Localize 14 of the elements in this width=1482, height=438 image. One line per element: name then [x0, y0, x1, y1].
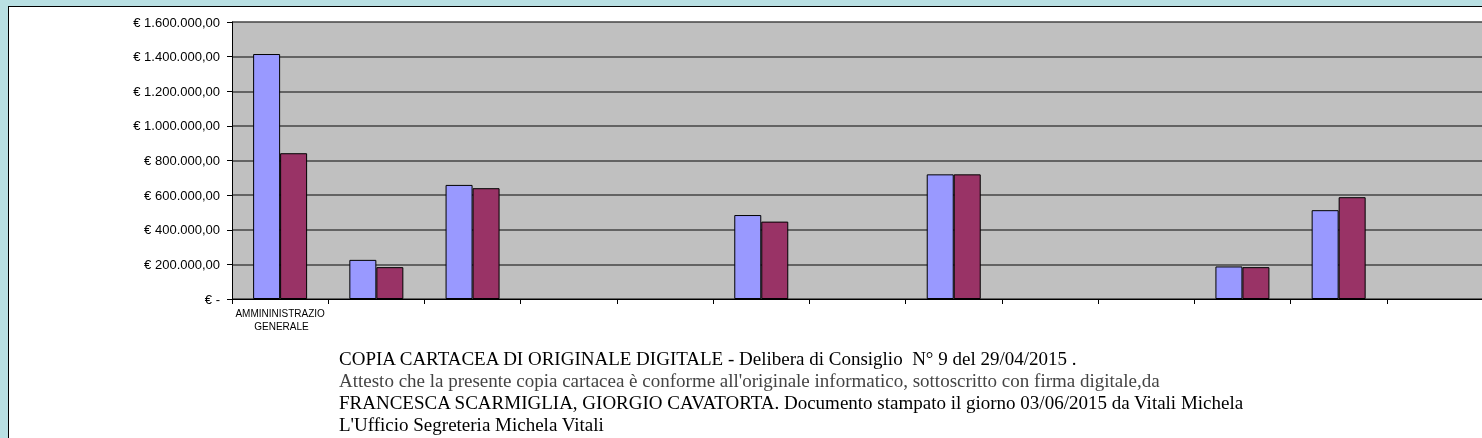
x-tick-label: AMMININISTRAZIO GENERALE	[235, 308, 326, 332]
y-tick-label: € 800.000,00	[144, 153, 220, 168]
y-tick-label: € 1.200.000,00	[133, 83, 220, 99]
y-tick-label: € 1.600.000,00	[133, 14, 220, 30]
y-tick-label: € -	[204, 291, 220, 307]
y-tick-label: € 1.000.000,00	[133, 118, 220, 134]
y-tick-label: € 1.400.000,00	[133, 49, 220, 65]
text: Attesto che la presente copia cartacea è conforme all'originale informatico, sottoscritto con firma digitale,da	[339, 370, 1161, 391]
y-tick-label: € 400.000,00	[144, 222, 220, 238]
y-tick-label: € 200.000,00	[144, 256, 220, 272]
text: COPIA CARTACEA DI ORIGINALE DIGITALE - Delibera di Consiglio N° 9 del 29/04/2015 .	[339, 348, 1077, 369]
text: L'Ufficio Segreteria Michela Vitali	[339, 414, 604, 435]
text: FRANCESCA SCARMIGLIA, GIORGIO CAVATORTA. Documento stampato il giorno 03/06/2015 da Vitali Michela	[339, 392, 1244, 413]
y-tick-label: € 600.000,00	[144, 187, 220, 203]
